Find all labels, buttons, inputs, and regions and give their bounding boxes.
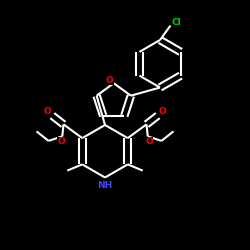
Text: O: O bbox=[44, 107, 52, 116]
Text: Cl: Cl bbox=[171, 18, 181, 27]
Text: O: O bbox=[57, 137, 65, 146]
Text: NH: NH bbox=[98, 181, 112, 190]
Text: O: O bbox=[158, 107, 166, 116]
Text: O: O bbox=[145, 137, 153, 146]
Text: O: O bbox=[106, 76, 113, 85]
